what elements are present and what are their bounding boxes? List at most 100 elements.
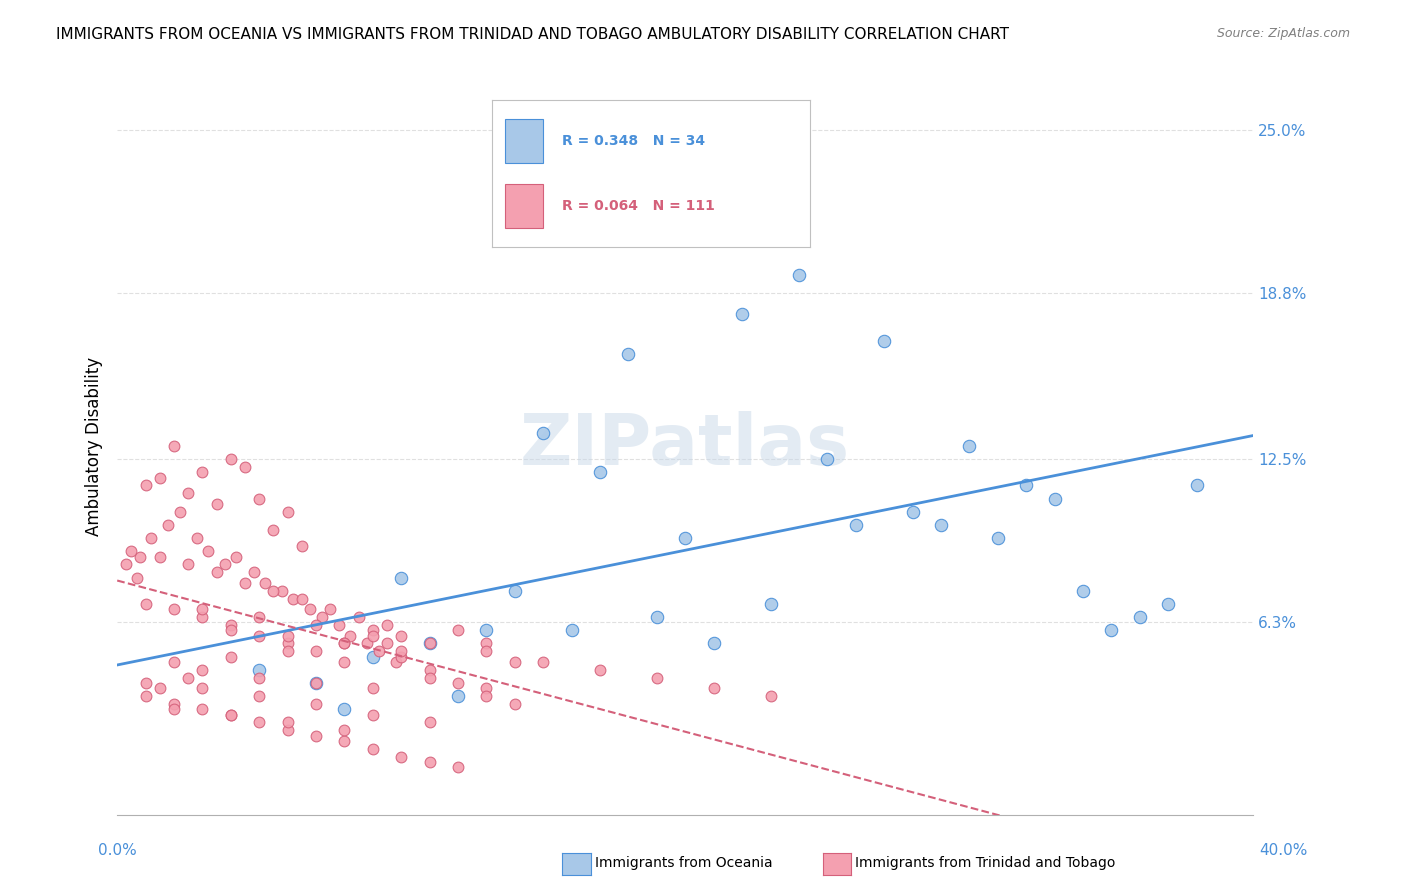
Point: [191, 663, 214, 677]
Y-axis label: Ambulatory Disability: Ambulatory Disability: [86, 357, 103, 535]
Point: [845, 518, 868, 533]
Point: [333, 655, 356, 669]
Point: [277, 628, 299, 642]
Point: [384, 655, 406, 669]
Point: [233, 460, 256, 475]
Point: [305, 676, 328, 690]
Point: [475, 624, 498, 638]
Point: [361, 649, 384, 664]
Point: [1157, 597, 1180, 611]
Point: [177, 558, 200, 572]
Point: [475, 636, 498, 650]
Point: [389, 628, 412, 642]
Point: [328, 618, 350, 632]
Point: [305, 618, 328, 632]
Point: [177, 486, 200, 500]
Point: [262, 523, 284, 537]
Text: 40.0%: 40.0%: [1260, 843, 1308, 858]
Point: [157, 518, 180, 533]
Point: [277, 715, 299, 730]
Point: [163, 702, 186, 716]
Point: [283, 591, 305, 606]
Point: [1129, 610, 1152, 624]
Point: [375, 636, 398, 650]
Point: [141, 531, 163, 545]
Point: [447, 676, 470, 690]
Point: [957, 439, 980, 453]
Text: Source: ZipAtlas.com: Source: ZipAtlas.com: [1216, 27, 1350, 40]
Point: [589, 466, 612, 480]
Point: [219, 452, 242, 467]
Point: [447, 760, 470, 774]
Point: [149, 549, 172, 564]
Point: [703, 636, 725, 650]
Point: [503, 583, 526, 598]
Point: [135, 597, 157, 611]
Point: [361, 681, 384, 696]
Point: [253, 575, 276, 590]
Point: [219, 707, 242, 722]
Point: [291, 591, 314, 606]
Point: [205, 566, 228, 580]
Point: [531, 655, 554, 669]
Point: [219, 618, 242, 632]
Point: [242, 566, 264, 580]
Point: [191, 602, 214, 616]
Point: [271, 583, 294, 598]
Point: [419, 715, 441, 730]
Point: [475, 681, 498, 696]
Point: [361, 707, 384, 722]
Point: [169, 505, 191, 519]
Point: [247, 663, 270, 677]
Point: [233, 575, 256, 590]
Text: IMMIGRANTS FROM OCEANIA VS IMMIGRANTS FROM TRINIDAD AND TOBAGO AMBULATORY DISABI: IMMIGRANTS FROM OCEANIA VS IMMIGRANTS FR…: [56, 27, 1010, 42]
Point: [247, 689, 270, 703]
Point: [333, 636, 356, 650]
Point: [589, 663, 612, 677]
Point: [1015, 478, 1038, 492]
Point: [1043, 491, 1066, 506]
Point: [191, 702, 214, 716]
Point: [305, 676, 328, 690]
Point: [367, 644, 389, 658]
Point: [135, 689, 157, 703]
Point: [277, 505, 299, 519]
Point: [1185, 478, 1208, 492]
Point: [447, 624, 470, 638]
Point: [163, 697, 186, 711]
Point: [333, 723, 356, 738]
Point: [247, 610, 270, 624]
Point: [901, 505, 924, 519]
Point: [219, 649, 242, 664]
Point: [419, 636, 441, 650]
Point: [247, 715, 270, 730]
Point: [114, 558, 136, 572]
Point: [356, 636, 378, 650]
Point: [191, 466, 214, 480]
Point: [375, 618, 398, 632]
Point: [645, 671, 668, 685]
Point: [291, 539, 314, 553]
Point: [214, 558, 236, 572]
Point: [262, 583, 284, 598]
Point: [1384, 189, 1406, 203]
Point: [149, 470, 172, 484]
Point: [120, 544, 142, 558]
Point: [129, 549, 152, 564]
Text: Immigrants from Trinidad and Tobago: Immigrants from Trinidad and Tobago: [855, 856, 1115, 871]
Point: [333, 636, 356, 650]
Point: [873, 334, 896, 348]
Point: [186, 531, 208, 545]
Point: [475, 644, 498, 658]
Point: [759, 597, 782, 611]
Point: [247, 491, 270, 506]
Text: ZIPatlas: ZIPatlas: [520, 411, 851, 481]
Point: [929, 518, 952, 533]
Point: [389, 749, 412, 764]
Text: 0.0%: 0.0%: [98, 843, 138, 858]
Point: [163, 602, 186, 616]
Point: [149, 681, 172, 696]
Point: [475, 689, 498, 703]
Point: [787, 268, 810, 282]
Point: [125, 571, 148, 585]
